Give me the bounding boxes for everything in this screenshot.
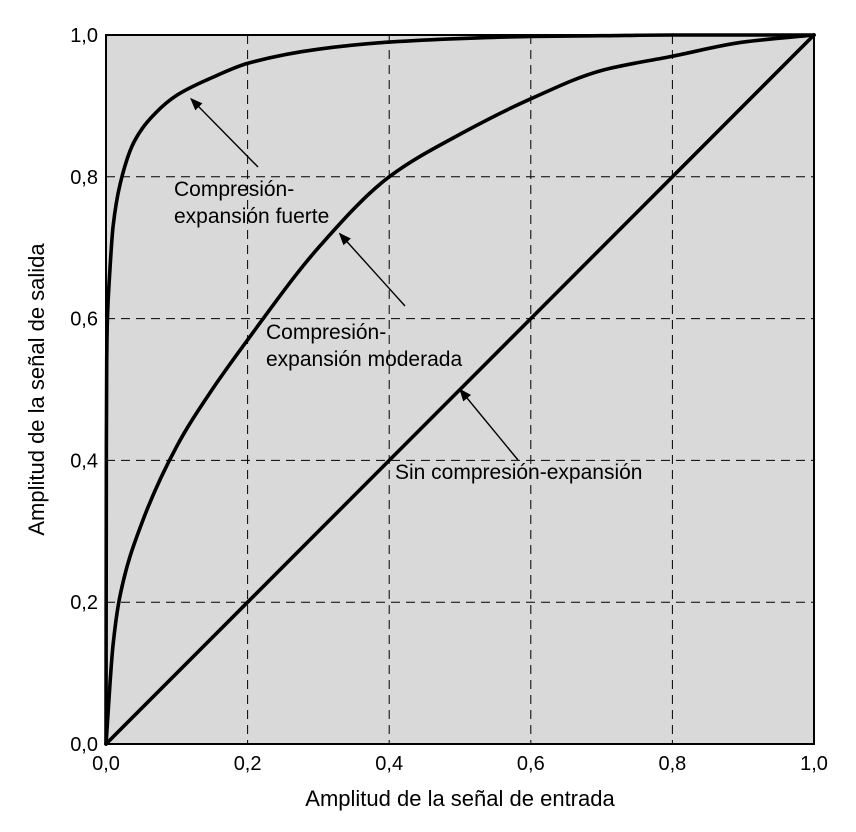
x-tick-label: 0,6 [517, 753, 545, 775]
x-tick-label: 0,8 [658, 753, 686, 775]
x-axis-title: Amplitud de la señal de entrada [305, 786, 615, 811]
y-tick-label: 0,4 [70, 450, 98, 472]
plot-frame [105, 34, 815, 745]
y-tick-label: 0,6 [70, 309, 98, 331]
y-tick-label: 0,2 [70, 592, 98, 614]
annotation-sin-compresion-arrow [459, 388, 519, 461]
annotation-moderada-label: Compresión-expansión moderada [266, 321, 462, 371]
y-tick-label: 0,8 [70, 167, 98, 189]
x-tick-label: 0,2 [234, 753, 262, 775]
y-tick-label: 1,0 [70, 25, 98, 47]
annotation-sin-compresion-label: Sin compresión-expansión [395, 461, 642, 484]
y-tick-label: 0,0 [70, 734, 98, 756]
x-tick-label: 0,4 [375, 753, 403, 775]
series-line-moderada [104, 33, 816, 746]
x-tick-label: 0,0 [92, 753, 120, 775]
annotation-fuerte-label: Compresión-expansión fuerte [174, 178, 329, 228]
y-axis-title: Amplitud de la señal de salida [24, 243, 49, 536]
x-tick-label: 1,0 [800, 753, 828, 775]
annotation-fuerte-arrow [190, 97, 259, 168]
annotation-moderada-arrow [338, 232, 406, 307]
